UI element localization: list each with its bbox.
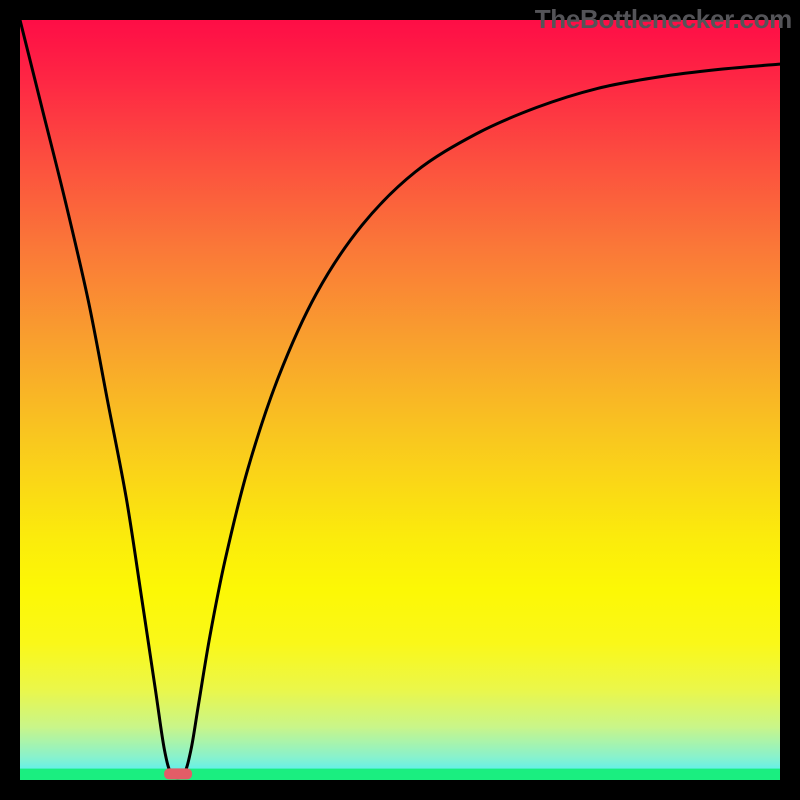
bottleneck-chart (0, 0, 800, 800)
chart-container: TheBottlenecker.com (0, 0, 800, 800)
green-baseline (20, 769, 780, 780)
watermark-text: TheBottlenecker.com (535, 4, 792, 35)
chart-background (20, 20, 780, 780)
optimal-marker (164, 768, 192, 779)
